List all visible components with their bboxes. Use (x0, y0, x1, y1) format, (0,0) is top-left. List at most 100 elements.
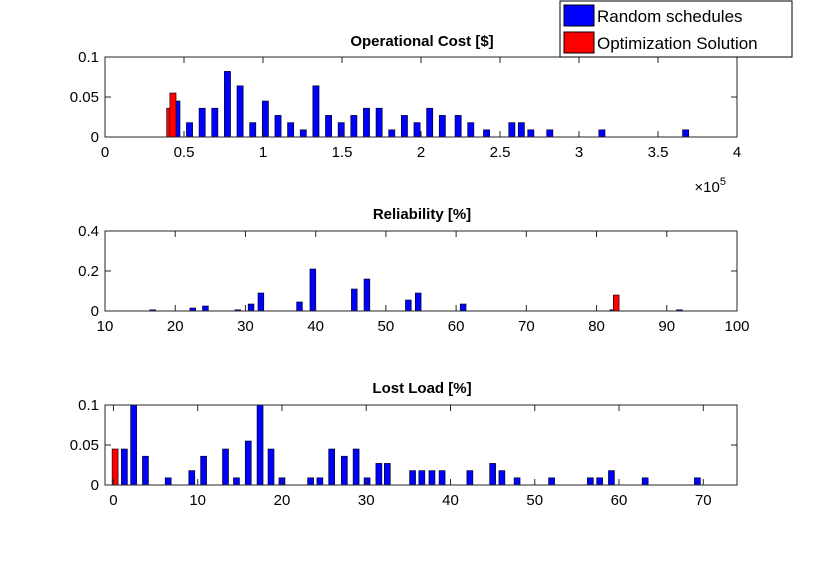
reliability-random-bar (414, 292, 422, 312)
lost-load-random-bar (694, 477, 701, 486)
lost-load-random-bar (513, 477, 521, 486)
legend: Random schedules Optimization Solution (559, 0, 793, 58)
lost-load-x-tick-label: 60 (611, 492, 628, 509)
lost-load-random-bar (200, 455, 207, 486)
operational-cost-random-bar (350, 115, 358, 138)
reliability-random-bar (405, 299, 412, 312)
lost-load-bars (111, 404, 701, 486)
operational-cost-random-bar (287, 122, 295, 138)
lost-load-random-bar (341, 455, 348, 486)
operational-cost-random-bar (312, 85, 320, 138)
operational-cost-random-bar (508, 122, 516, 138)
operational-cost-random-bar (517, 122, 525, 138)
reliability-x-tick-label: 90 (658, 318, 675, 335)
lost-load-title: Lost Load [%] (372, 380, 471, 397)
lost-load-random-bar (409, 470, 416, 486)
operational-cost-x-tick-label: 4 (733, 144, 741, 161)
lost-load-random-bar (596, 477, 603, 486)
lost-load-random-bar (316, 477, 324, 486)
lost-load-random-bar (548, 477, 555, 486)
operational-cost-random-bar (224, 71, 231, 138)
operational-cost-x-multiplier: ×105 (694, 176, 726, 196)
operational-cost-random-bar (388, 129, 396, 138)
reliability-x-tick-label: 20 (167, 318, 184, 335)
lost-load-random-bar (383, 463, 391, 486)
lost-load-random-bar (307, 477, 314, 486)
operational-cost-x-tick-label: 0 (101, 144, 109, 161)
reliability-random-bar (202, 305, 209, 312)
operational-cost-random-bar (454, 115, 462, 138)
legend-swatch-optimization (563, 31, 595, 54)
lost-load-ticks: 0 10 20 30 40 50 60 70 0 0.05 0.1 (70, 397, 737, 509)
lost-load-random-bar (121, 448, 128, 486)
lost-load-random-bar (498, 470, 506, 486)
lost-load-random-bar (222, 448, 229, 486)
legend-box (559, 0, 793, 58)
operational-cost-random-bar (598, 129, 606, 138)
reliability-ticks: 10 20 30 40 50 60 70 80 90 100 0 0.2 0.4 (78, 223, 749, 335)
lost-load-random-bar (587, 477, 594, 486)
operational-cost-x-tick-label: 0.5 (174, 144, 195, 161)
lost-load-random-bar (267, 448, 275, 486)
operational-cost-random-bar (211, 107, 219, 138)
lost-load-random-bar (188, 470, 196, 486)
lost-load-y-tick-label: 0.1 (78, 397, 99, 414)
reliability-x-tick-label: 80 (588, 318, 605, 335)
operational-cost-ticks: 0 0.5 1 1.5 2 2.5 3 3.5 4 0 0.05 0.1 (70, 49, 741, 161)
lost-load-random-bar (641, 477, 649, 486)
reliability-x-tick-label: 70 (518, 318, 535, 335)
lost-load-random-bar (363, 477, 371, 486)
lost-load-x-tick-label: 70 (695, 492, 712, 509)
lost-load-random-bar (375, 463, 383, 486)
operational-cost-random-bar (363, 107, 370, 138)
operational-cost-title: Operational Cost [$] (350, 33, 493, 50)
operational-cost-random-bar (249, 122, 257, 138)
operational-cost-axes-box (104, 56, 738, 138)
reliability-y-tick-label: 0.4 (78, 223, 99, 240)
operational-cost-random-bar (337, 122, 345, 138)
operational-cost-bars (166, 71, 690, 138)
lost-load-random-bar (608, 470, 615, 486)
operational-cost-random-bar (527, 129, 535, 138)
operational-cost-x-tick-label: 2 (417, 144, 425, 161)
reliability-x-tick-label: 50 (378, 318, 395, 335)
lost-load-x-tick-label: 50 (526, 492, 543, 509)
operational-cost-random-bar (236, 85, 244, 138)
reliability-x-tick-label: 30 (237, 318, 254, 335)
lost-load-random-bar (418, 470, 426, 486)
operational-cost-random-bar (438, 115, 446, 138)
lost-load-random-bar (164, 477, 172, 486)
reliability-random-bar (459, 303, 467, 312)
lost-load-x-tick-label: 30 (358, 492, 375, 509)
reliability-title: Reliability [%] (373, 206, 471, 223)
lost-load-random-bar (466, 470, 474, 486)
operational-cost-optimization-bar (169, 92, 177, 138)
reliability-x-tick-label: 60 (448, 318, 465, 335)
reliability-random-bar (247, 303, 255, 312)
operational-cost-random-bar (186, 122, 193, 138)
operational-cost-random-bar (299, 129, 307, 138)
lost-load-random-bar (233, 477, 240, 486)
lost-load-random-bar (352, 448, 360, 486)
lost-load-random-bar (428, 470, 436, 486)
operational-cost-random-bar (375, 107, 383, 138)
lost-load-panel: Lost Load [%] 0 10 20 30 40 50 60 70 0 0.05 0.1 (70, 380, 738, 509)
operational-cost-y-tick-label: 0.05 (70, 89, 99, 106)
legend-label-random: Random schedules (597, 7, 743, 26)
lost-load-random-bar (244, 440, 252, 486)
lost-load-random-bar (130, 404, 137, 486)
legend-label-optimization: Optimization Solution (597, 34, 758, 53)
reliability-optimization-bar (613, 294, 620, 312)
reliability-random-bar (309, 268, 317, 312)
reliability-x-tick-label: 100 (724, 318, 749, 335)
operational-cost-panel: Operational Cost [$] 0 0.5 1 1.5 2 2.5 3 3.5 400… (70, 33, 741, 196)
lost-load-random-bar (256, 404, 264, 486)
operational-cost-random-bar (413, 122, 421, 138)
operational-cost-y-tick-label: 0 (91, 129, 99, 146)
operational-cost-x-tick-label: 3 (575, 144, 583, 161)
reliability-y-tick-label: 0.2 (78, 263, 99, 280)
lost-load-y-tick-label: 0 (91, 477, 99, 494)
operational-cost-x-tick-label: 1.5 (332, 144, 353, 161)
lost-load-random-bar (489, 463, 496, 486)
